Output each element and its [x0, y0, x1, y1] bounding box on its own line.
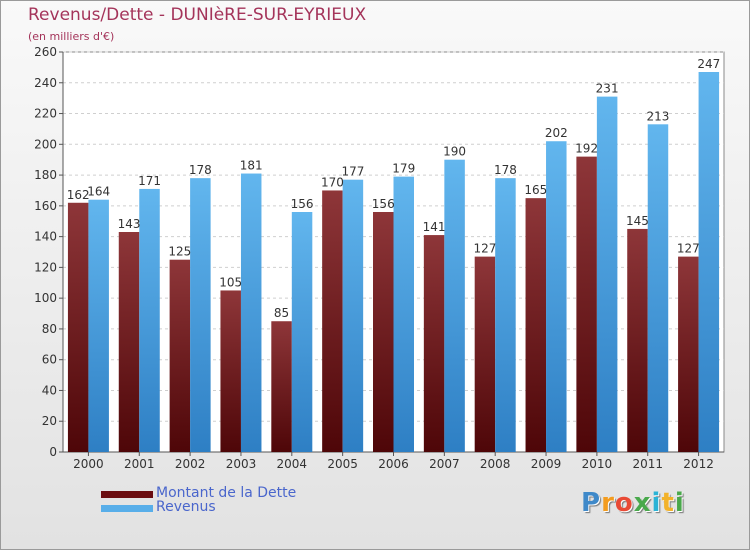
data-label-dette: 125: [168, 245, 191, 259]
y-tick-label: 40: [42, 383, 57, 397]
bar-dette: [423, 235, 445, 452]
bar-dette: [678, 256, 699, 452]
y-tick-label: 80: [42, 322, 57, 336]
bar-revenus: [495, 178, 516, 452]
legend-label-dette: Montant de la Dette: [156, 485, 297, 501]
bar-revenus: [139, 188, 160, 452]
bar-dette: [118, 232, 140, 452]
data-label-revenus: 202: [545, 126, 568, 140]
x-tick-label: 2005: [327, 457, 358, 471]
logo-letter: o: [614, 488, 634, 518]
data-label-revenus: 164: [87, 185, 110, 199]
bar-dette: [627, 228, 648, 452]
bar-revenus: [393, 176, 414, 452]
y-tick-label: 220: [34, 107, 57, 121]
data-label-dette: 85: [274, 306, 289, 320]
data-label-revenus: 181: [240, 159, 263, 173]
bar-dette: [474, 256, 496, 452]
x-tick-label: 2010: [582, 457, 613, 471]
bar-dette: [525, 198, 547, 452]
y-tick-label: 100: [34, 291, 57, 305]
y-tick-label: 60: [42, 353, 57, 367]
x-tick-label: 2000: [73, 457, 104, 471]
data-label-dette: 127: [473, 242, 496, 256]
bar-dette: [271, 321, 292, 452]
legend-swatch-revenus: [101, 505, 153, 512]
y-tick-label: 20: [42, 414, 57, 428]
y-tick-label: 0: [49, 445, 57, 459]
data-label-dette: 127: [677, 242, 700, 256]
data-label-revenus: 178: [189, 163, 212, 177]
y-tick-label: 260: [34, 45, 57, 59]
bar-revenus: [190, 178, 211, 452]
logo-letter: x: [633, 488, 652, 518]
data-label-revenus: 171: [138, 174, 161, 188]
y-tick-label: 200: [34, 137, 57, 151]
logo-letter: r: [601, 488, 615, 518]
logo-letter: i: [651, 488, 662, 518]
logo-letter: t: [661, 488, 675, 518]
bar-revenus: [342, 179, 364, 452]
bar-dette: [373, 212, 394, 452]
data-label-dette: 165: [524, 183, 547, 197]
data-label-dette: 192: [575, 142, 598, 156]
data-label-dette: 156: [372, 197, 395, 211]
x-tick-label: 2011: [632, 457, 663, 471]
y-tick-label: 160: [34, 199, 57, 213]
data-label-dette: 145: [626, 214, 649, 228]
chart-title: Revenus/Dette - DUNIèRE-SUR-EYRIEUX: [28, 5, 367, 25]
bar-revenus: [291, 212, 313, 452]
data-label-revenus: 178: [494, 163, 517, 177]
y-tick-label: 140: [34, 230, 57, 244]
y-tick-label: 120: [34, 260, 57, 274]
bar-dette: [220, 290, 241, 452]
bar-revenus: [88, 199, 109, 452]
bar-revenus: [240, 173, 262, 453]
bar-dette: [67, 202, 89, 452]
data-label-revenus: 156: [291, 197, 314, 211]
bar-revenus: [546, 141, 567, 452]
bar-revenus: [444, 159, 465, 452]
x-tick-label: 2006: [378, 457, 409, 471]
data-label-revenus: 179: [392, 162, 415, 176]
data-label-revenus: 213: [647, 109, 670, 123]
bar-revenus: [596, 96, 618, 452]
x-tick-label: 2008: [480, 457, 511, 471]
data-label-revenus: 231: [596, 82, 619, 96]
bar-revenus: [647, 124, 669, 453]
proxiti-logo: Proxiti: [581, 488, 685, 518]
logo-letter: i: [674, 488, 685, 518]
data-label-dette: 143: [118, 217, 141, 231]
logo-letter: P: [581, 488, 602, 518]
x-tick-label: 2002: [175, 457, 206, 471]
x-tick-label: 2009: [531, 457, 562, 471]
data-label-dette: 105: [219, 275, 242, 289]
x-tick-label: 2003: [226, 457, 257, 471]
bar-dette: [322, 190, 343, 452]
data-label-dette: 141: [423, 220, 446, 234]
data-label-dette: 162: [67, 188, 90, 202]
x-tick-label: 2004: [277, 457, 308, 471]
data-label-revenus: 247: [697, 57, 720, 71]
x-tick-label: 2007: [429, 457, 460, 471]
bar-revenus: [698, 72, 720, 452]
y-tick-label: 180: [34, 168, 57, 182]
x-tick-label: 2001: [124, 457, 155, 471]
chart-subtitle: (en milliers d'€): [28, 30, 115, 43]
y-tick-label: 240: [34, 76, 57, 90]
data-label-revenus: 177: [341, 165, 364, 179]
bar-dette: [169, 259, 191, 452]
bar-dette: [576, 156, 597, 452]
data-label-dette: 170: [321, 175, 344, 189]
x-tick-label: 2012: [683, 457, 714, 471]
data-label-revenus: 190: [443, 145, 466, 159]
legend-swatch-dette: [101, 491, 153, 498]
legend-label-revenus: Revenus: [156, 499, 216, 515]
